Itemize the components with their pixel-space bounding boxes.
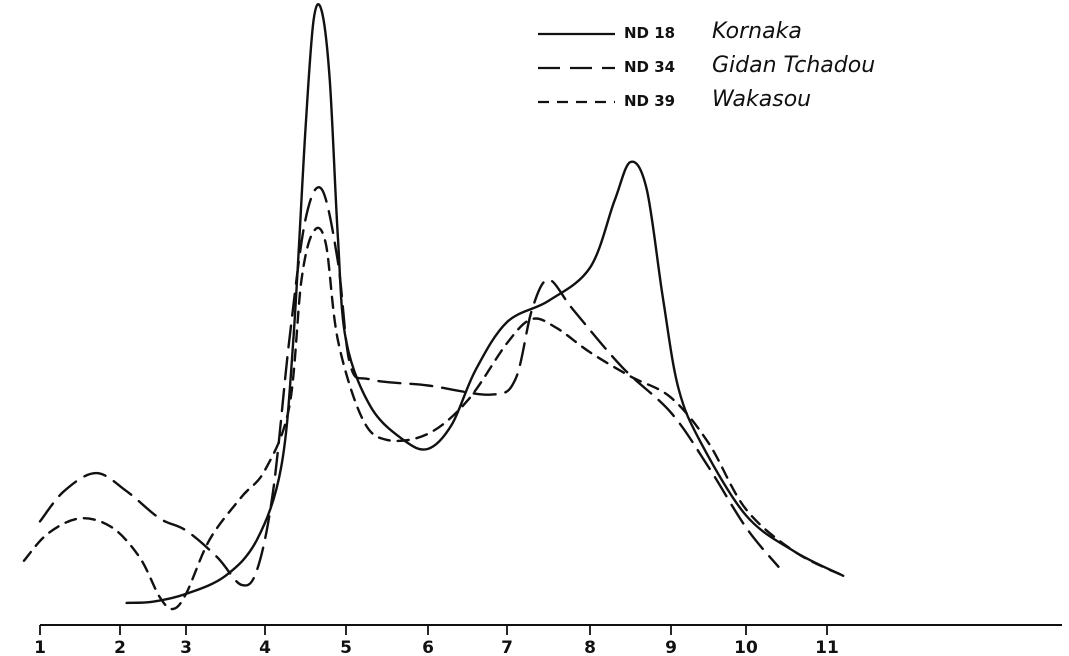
x-axis: 1 2 3 4 5 6 7 8 9 10 11 <box>34 624 1062 656</box>
legend-site-name: Gidan Tchadou <box>712 53 875 78</box>
legend-entry-gidan-tchadou: ND 34 Gidan Tchadou <box>538 53 875 78</box>
x-tick-label-5: 5 <box>340 638 352 656</box>
legend-entry-wakasou: ND 39 Wakasou <box>538 87 811 112</box>
legend-entry-kornaka: ND 18 Kornaka <box>538 19 802 44</box>
x-tick-label-6: 6 <box>422 638 434 656</box>
x-tick-label-11: 11 <box>815 638 839 656</box>
series-line-wakasou <box>22 226 845 611</box>
legend-site-name: Kornaka <box>712 19 802 44</box>
legend-site-name: Wakasou <box>712 87 811 112</box>
legend-code: ND 39 <box>624 92 675 110</box>
legend: ND 18 Kornaka ND 34 Gidan Tchadou ND 39 Wakas… <box>538 19 875 112</box>
x-tick-label-9: 9 <box>665 638 677 656</box>
x-tick-label-3: 3 <box>180 638 192 656</box>
x-tick-label-2: 2 <box>114 638 126 656</box>
legend-code: ND 18 <box>624 24 675 42</box>
x-tick-label-1: 1 <box>34 638 46 656</box>
x-tick-label-8: 8 <box>584 638 596 656</box>
series-line-gidan-tchadou <box>38 186 780 587</box>
series-curves <box>22 3 845 611</box>
x-axis-ticks: 1 2 3 4 5 6 7 8 9 10 11 <box>34 625 839 656</box>
legend-code: ND 34 <box>624 58 675 76</box>
series-line-kornaka <box>125 3 845 605</box>
x-tick-label-10: 10 <box>734 638 758 656</box>
x-tick-label-4: 4 <box>259 638 271 656</box>
x-tick-label-7: 7 <box>501 638 513 656</box>
